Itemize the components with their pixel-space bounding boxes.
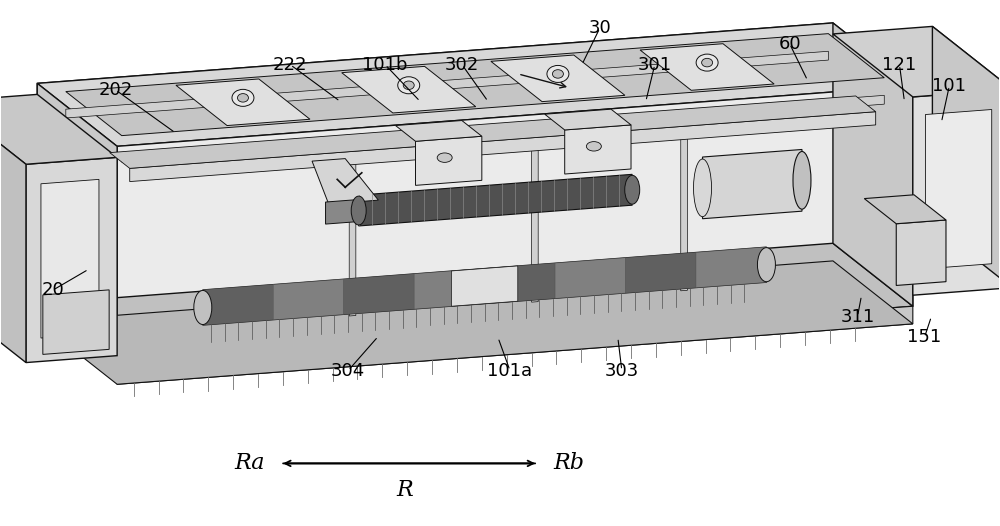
Polygon shape [312, 159, 378, 204]
Polygon shape [176, 79, 310, 126]
Polygon shape [66, 51, 828, 118]
Ellipse shape [194, 290, 212, 325]
Ellipse shape [702, 58, 713, 67]
Polygon shape [37, 261, 913, 385]
Polygon shape [414, 268, 485, 309]
Ellipse shape [625, 175, 640, 204]
Ellipse shape [697, 169, 708, 207]
Polygon shape [932, 26, 1000, 288]
Text: 20: 20 [41, 281, 64, 299]
Polygon shape [416, 136, 482, 185]
Ellipse shape [586, 141, 601, 151]
Polygon shape [640, 44, 774, 90]
Ellipse shape [351, 196, 366, 225]
Polygon shape [342, 66, 476, 113]
Polygon shape [703, 149, 802, 219]
Text: 301: 301 [638, 56, 672, 74]
Polygon shape [451, 266, 518, 306]
Ellipse shape [232, 89, 254, 106]
Polygon shape [273, 279, 344, 320]
Polygon shape [41, 179, 99, 338]
Text: 222: 222 [273, 56, 308, 74]
Polygon shape [896, 220, 946, 286]
Text: 101b: 101b [362, 56, 408, 74]
Polygon shape [130, 112, 876, 181]
Polygon shape [66, 34, 884, 136]
Polygon shape [0, 94, 117, 164]
Text: 202: 202 [98, 81, 133, 99]
Polygon shape [110, 96, 876, 168]
Ellipse shape [699, 178, 706, 198]
Polygon shape [43, 290, 109, 355]
Ellipse shape [237, 94, 248, 102]
Text: 101: 101 [932, 77, 966, 95]
Ellipse shape [694, 159, 712, 217]
Polygon shape [833, 26, 1000, 97]
Ellipse shape [696, 54, 718, 71]
Polygon shape [565, 125, 631, 174]
Ellipse shape [757, 248, 775, 282]
Polygon shape [203, 285, 273, 325]
Polygon shape [37, 23, 833, 304]
Polygon shape [681, 125, 687, 291]
Ellipse shape [793, 151, 811, 209]
Polygon shape [359, 174, 632, 226]
Ellipse shape [547, 65, 569, 83]
Text: 311: 311 [840, 308, 875, 326]
Polygon shape [485, 263, 555, 304]
Polygon shape [925, 109, 992, 269]
Polygon shape [117, 306, 913, 385]
Polygon shape [396, 120, 482, 141]
Text: R: R [397, 479, 414, 501]
Text: 60: 60 [778, 35, 801, 53]
Polygon shape [37, 84, 117, 367]
Polygon shape [833, 23, 913, 306]
Polygon shape [26, 157, 117, 362]
Polygon shape [491, 55, 625, 102]
Text: 121: 121 [882, 56, 917, 74]
Polygon shape [349, 150, 356, 316]
Text: 101a: 101a [487, 361, 533, 380]
Polygon shape [37, 243, 913, 367]
Polygon shape [545, 109, 631, 130]
Text: Rb: Rb [553, 452, 584, 474]
Text: 30: 30 [588, 19, 611, 37]
Polygon shape [555, 258, 626, 298]
Text: 302: 302 [445, 56, 479, 74]
Ellipse shape [552, 69, 563, 78]
Polygon shape [696, 247, 766, 288]
Polygon shape [0, 102, 26, 362]
Text: 304: 304 [331, 361, 365, 380]
Ellipse shape [403, 81, 414, 89]
Polygon shape [203, 247, 766, 325]
Polygon shape [913, 89, 1000, 295]
Text: 303: 303 [605, 361, 639, 380]
Polygon shape [117, 86, 913, 367]
Ellipse shape [437, 153, 452, 163]
Polygon shape [326, 199, 359, 224]
Ellipse shape [398, 77, 420, 94]
Text: 151: 151 [907, 329, 942, 347]
Polygon shape [864, 195, 946, 224]
Polygon shape [344, 274, 414, 315]
Text: Ra: Ra [235, 452, 265, 474]
Polygon shape [37, 23, 913, 146]
Polygon shape [626, 252, 696, 293]
Polygon shape [122, 95, 884, 162]
Polygon shape [532, 136, 538, 302]
